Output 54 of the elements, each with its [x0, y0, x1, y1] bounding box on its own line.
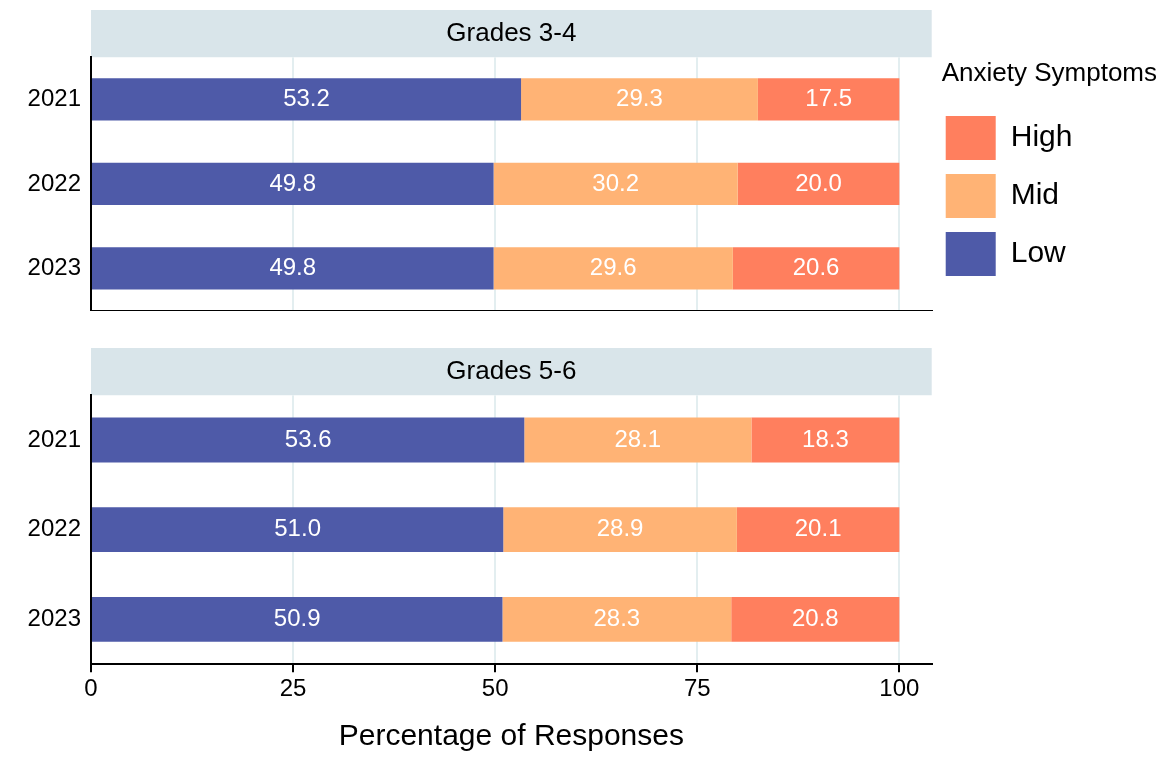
bar	[493, 162, 738, 206]
legend-label: Low	[1010, 235, 1067, 269]
y-tick-label: 2022	[27, 168, 81, 196]
data-label: 50.9	[273, 603, 321, 631]
bar	[757, 78, 900, 121]
data-label: 20.6	[792, 252, 840, 280]
bar	[92, 162, 494, 206]
data-label: 53.2	[283, 84, 330, 112]
legend-label: Mid	[1010, 177, 1060, 211]
legend-label: High	[1010, 119, 1073, 153]
bar	[524, 417, 752, 463]
x-tick-label: 25	[279, 674, 307, 702]
data-label: 28.9	[596, 514, 644, 542]
data-label: 20.8	[791, 603, 839, 631]
bar	[751, 417, 900, 463]
bar	[92, 596, 503, 642]
bar	[521, 78, 758, 121]
x-axis-title: Percentage of Responses	[338, 718, 684, 752]
data-label: 29.6	[589, 252, 637, 280]
data-label: 28.3	[593, 603, 641, 631]
x-tick-label: 75	[683, 674, 711, 702]
bar	[493, 247, 733, 290]
x-tick-label: 50	[481, 674, 509, 702]
bar	[732, 247, 900, 290]
bar	[92, 78, 522, 121]
data-label: 49.8	[269, 168, 317, 196]
x-tick-label: 0	[84, 674, 98, 702]
bar	[736, 507, 900, 553]
y-tick-label: 2023	[27, 252, 81, 280]
y-tick-label: 2022	[27, 514, 81, 542]
bar	[737, 162, 900, 206]
data-label: 18.3	[802, 424, 849, 452]
data-label: 20.0	[795, 168, 842, 196]
y-tick-label: 2023	[27, 603, 81, 631]
y-tick-label: 2021	[27, 84, 81, 112]
data-label: 28.1	[614, 424, 662, 452]
bar	[92, 507, 504, 553]
x-tick-label: 100	[879, 674, 920, 702]
data-label: 51.0	[274, 514, 321, 542]
y-tick-label: 2021	[27, 424, 81, 452]
bar	[502, 596, 732, 642]
bar	[503, 507, 737, 553]
data-label: 49.8	[269, 252, 317, 280]
data-label: 30.2	[592, 168, 639, 196]
bar	[92, 417, 525, 463]
bar	[92, 247, 494, 290]
chart-title: Grades 5-6	[446, 354, 577, 385]
data-label: 17.5	[805, 84, 852, 112]
data-label: 53.6	[284, 424, 332, 452]
data-label: 20.1	[794, 514, 842, 542]
bar	[731, 596, 900, 642]
chart-title: Grades 3-4	[446, 16, 577, 47]
legend-title: Anxiety Symptoms	[941, 57, 1157, 88]
data-label: 29.3	[616, 84, 663, 112]
